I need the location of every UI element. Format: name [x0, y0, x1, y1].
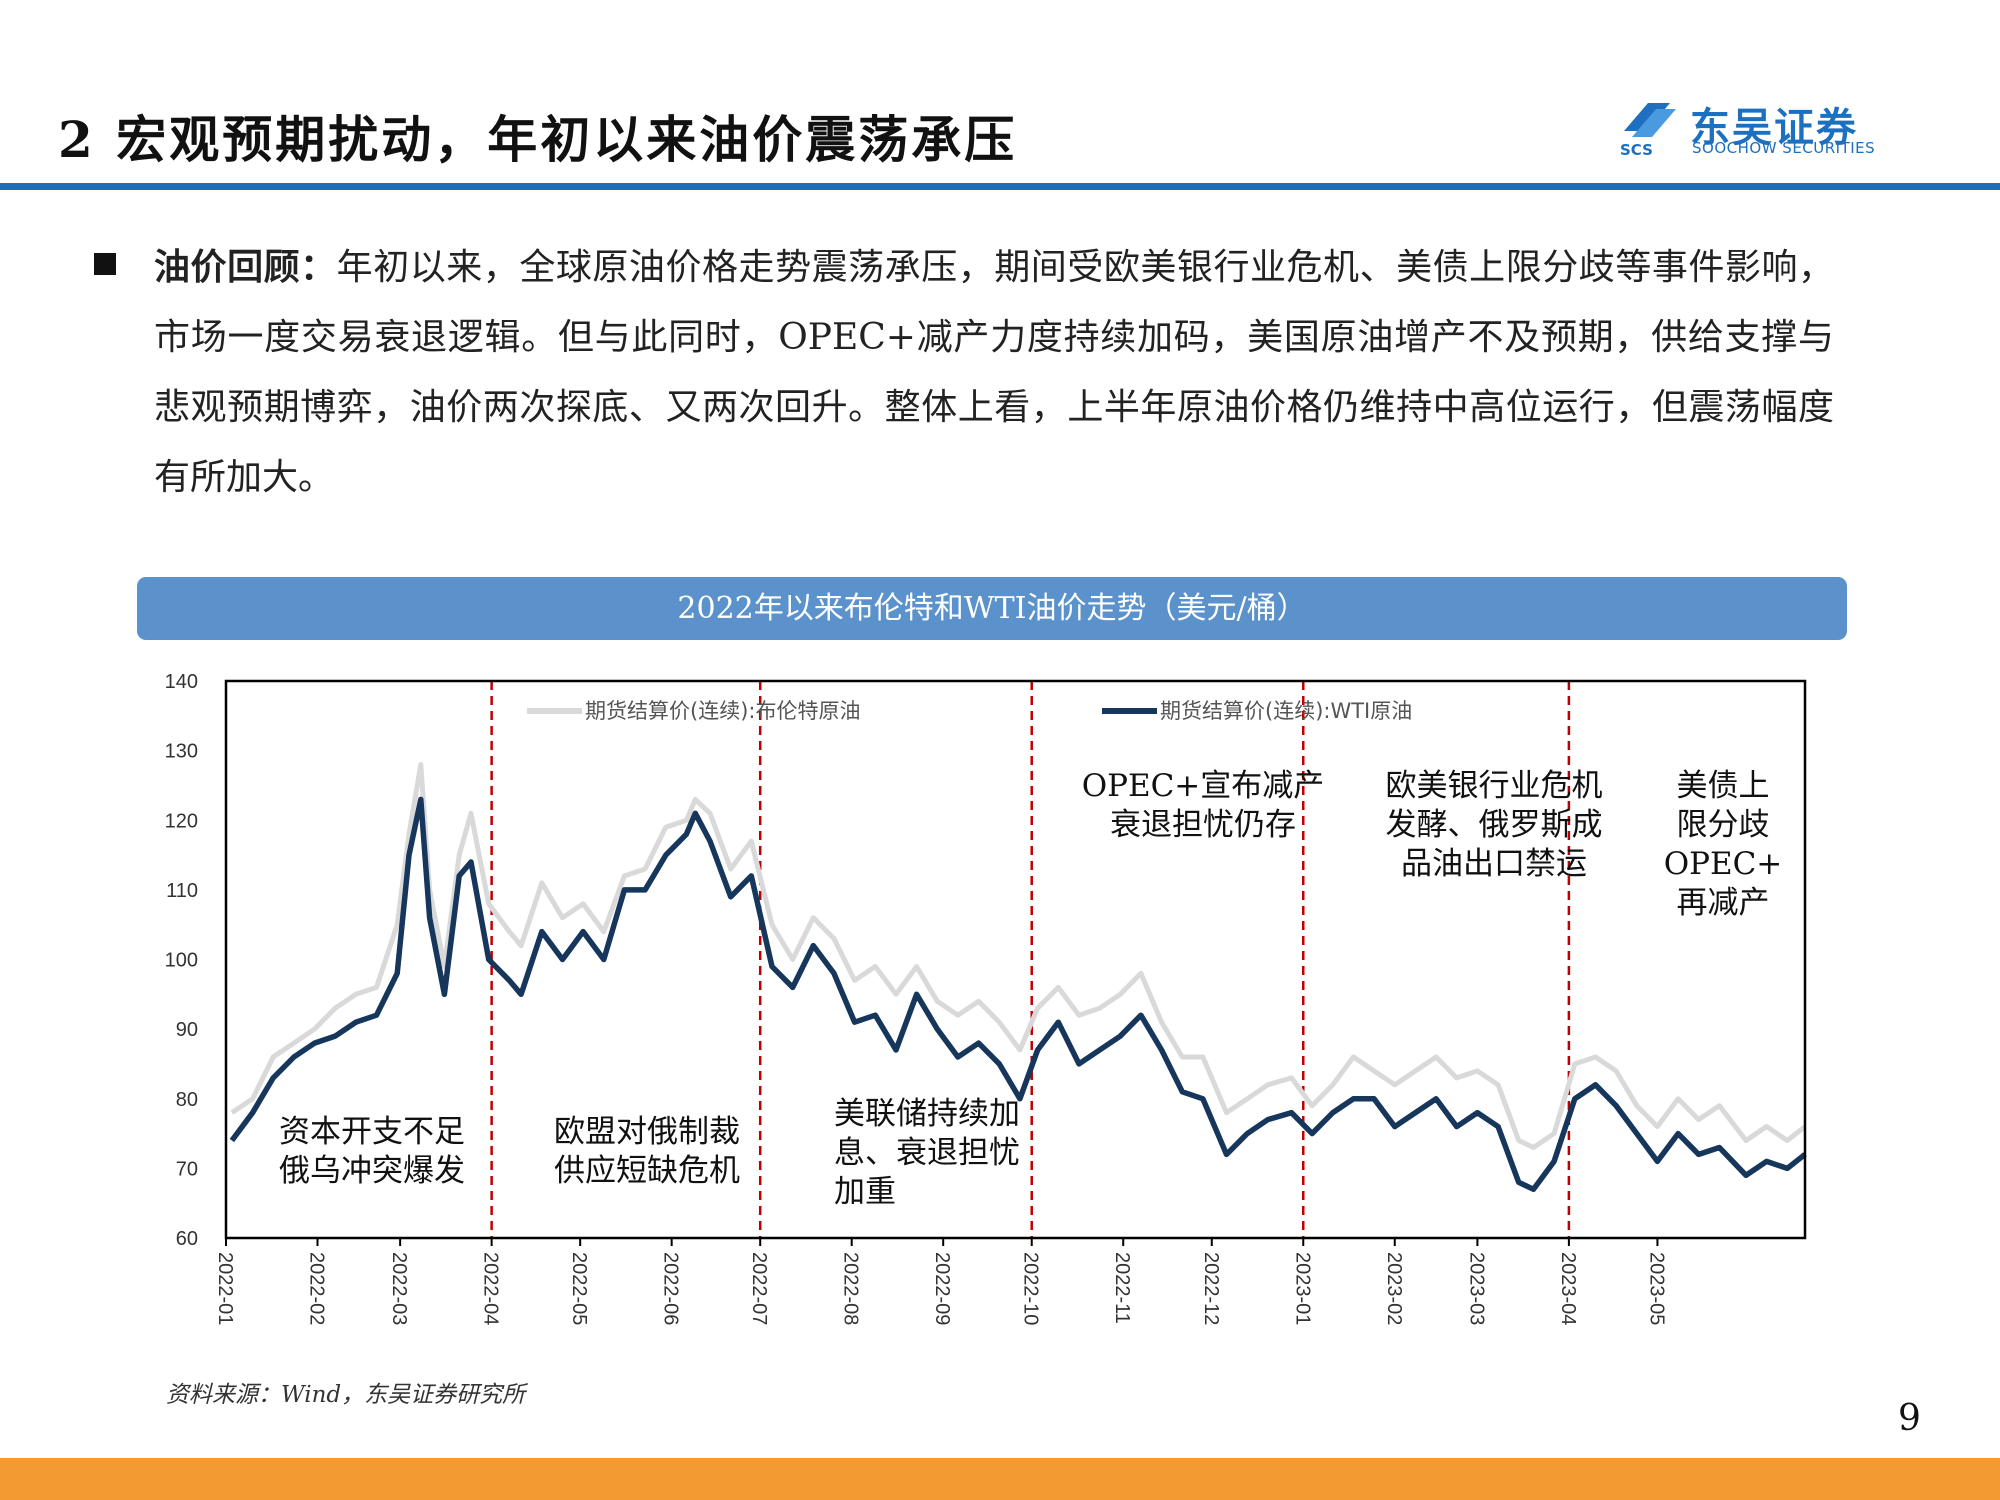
annotation-text: 再减产: [1677, 885, 1770, 921]
x-tick-label: 2022-11: [1111, 1252, 1133, 1324]
y-tick-label: 130: [165, 741, 198, 763]
logo-mark-text: SCS: [1620, 141, 1653, 159]
plot-frame: [224, 679, 1807, 1240]
logo-mark-icon: SCS: [1620, 103, 1676, 159]
legend-label: 期货结算价(连续):布伦特原油: [585, 699, 860, 723]
bullet-square-icon: [94, 253, 116, 275]
y-tick-label: 110: [166, 880, 198, 902]
y-tick-label: 140: [165, 671, 198, 693]
brent-series-line: [230, 762, 1807, 1150]
annotation-text: 俄乌冲突爆发: [279, 1153, 465, 1189]
x-tick-label: 2022-07: [748, 1252, 770, 1325]
logo-chinese-name: 东吴证券: [1690, 105, 1858, 151]
x-tick-label: 2022-10: [1020, 1252, 1042, 1325]
footer-bar: [0, 1458, 2000, 1500]
x-tick-label: 2022-06: [660, 1252, 682, 1325]
x-tick-label: 2022-03: [388, 1252, 410, 1325]
x-tick-label: 2022-04: [480, 1252, 502, 1325]
y-tick-label: 90: [176, 1019, 198, 1041]
y-tick-label: 100: [165, 950, 198, 972]
annotation-text: 发酵、俄罗斯成: [1386, 807, 1603, 843]
annotation-text: 欧盟对俄制裁: [554, 1114, 740, 1150]
annotation-text: 品油出口禁运: [1401, 846, 1587, 882]
body-paragraph: 油价回顾：年初以来，全球原油价格走势震荡承压，期间受欧美银行业危机、美债上限分歧…: [154, 232, 1834, 513]
x-tick-label: 2022-02: [305, 1252, 327, 1325]
brand-logo: SCS 东吴证券 SOOCHOW SECURITIES: [1618, 93, 1898, 163]
header-divider: [0, 183, 2000, 190]
wti-series-line: [229, 796, 1807, 1193]
source-note: 资料来源：Wind，东吴证券研究所: [166, 1382, 526, 1408]
chart-title-banner: 2022年以来布伦特和WTI油价走势（美元/桶）: [137, 577, 1847, 640]
x-axis: 2022-01 2022-02 2022-03 2022-04 2022-05 2022-…: [214, 1238, 1667, 1325]
x-tick-label: 2022-12: [1200, 1252, 1222, 1325]
y-tick-label: 80: [176, 1089, 198, 1111]
x-tick-label: 2022-08: [840, 1252, 862, 1325]
x-tick-label: 2023-04: [1557, 1252, 1579, 1325]
annotation-text: 欧美银行业危机: [1386, 768, 1603, 804]
annotation-text: 加重: [834, 1174, 896, 1210]
page-number: 9: [1898, 1398, 1921, 1439]
annotation-text: 供应短缺危机: [554, 1153, 740, 1189]
x-tick-label: 2022-09: [931, 1252, 953, 1325]
y-tick-label: 60: [176, 1228, 198, 1250]
body-text: 年初以来，全球原油价格走势震荡承压，期间受欧美银行业危机、美债上限分歧等事件影响…: [154, 247, 1834, 498]
body-lead: 油价回顾：: [154, 246, 337, 288]
annotation-text: 息、衰退担忧: [834, 1135, 1020, 1171]
legend: 期货结算价(连续):布伦特原油 期货结算价(连续):WTI原油: [527, 699, 1412, 723]
x-tick-label: 2022-01: [214, 1252, 236, 1325]
x-tick-label: 2023-01: [1291, 1252, 1313, 1325]
y-tick-label: 120: [165, 810, 198, 832]
x-tick-label: 2022-05: [568, 1252, 590, 1325]
page-title: 2 宏观预期扰动，年初以来油价震荡承压: [58, 110, 1018, 169]
x-tick-label: 2023-03: [1465, 1252, 1487, 1325]
legend-label: 期货结算价(连续):WTI原油: [1160, 699, 1412, 723]
y-tick-label: 70: [176, 1158, 198, 1180]
annotation-text: OPEC+: [1664, 846, 1783, 882]
x-tick-label: 2023-02: [1383, 1252, 1405, 1325]
annotation-text: 美债上: [1677, 768, 1770, 804]
x-tick-label: 2023-05: [1645, 1252, 1667, 1325]
annotation-text: 衰退担忧仍存: [1110, 807, 1296, 843]
annotation-text: 资本开支不足: [279, 1114, 465, 1150]
annotation-text: 美联储持续加: [834, 1096, 1020, 1132]
y-axis: 60 70 80 90 100 110 120 130 140: [165, 671, 198, 1250]
annotation-text: 限分歧: [1677, 807, 1770, 843]
series-lines: [229, 762, 1807, 1193]
logo-english-name: SOOCHOW SECURITIES: [1692, 139, 1876, 157]
annotation-text: OPEC+宣布减产: [1082, 768, 1325, 804]
